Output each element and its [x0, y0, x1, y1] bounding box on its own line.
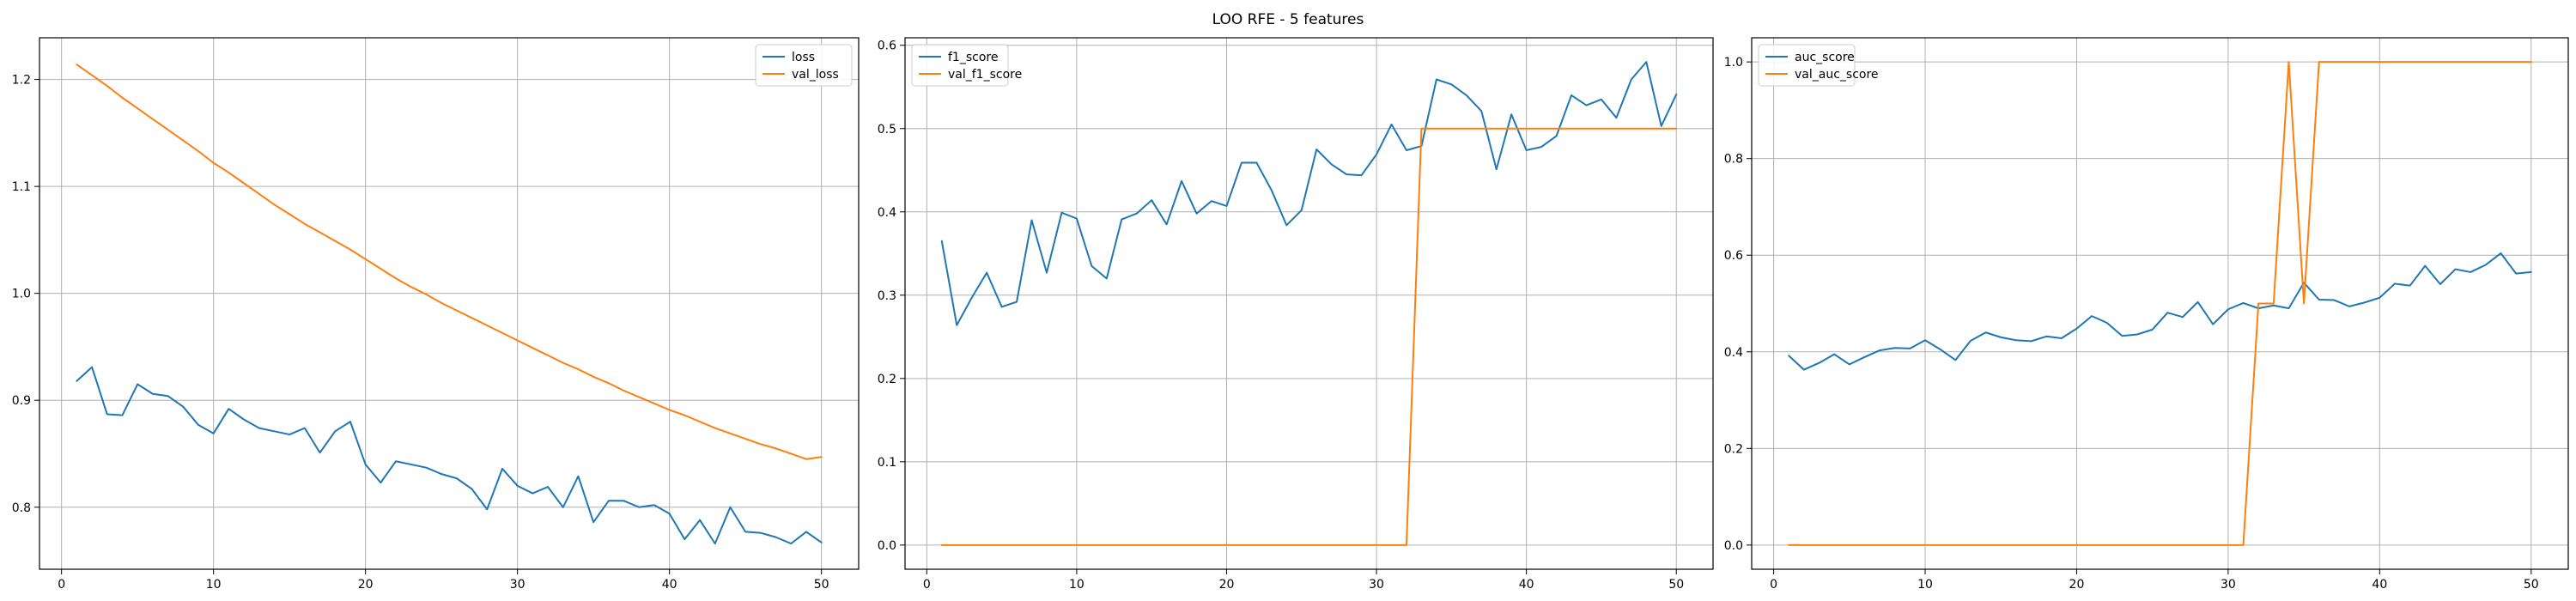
f1-legend-box [911, 44, 1009, 87]
loss-y-tick-label: 0.9 [12, 394, 31, 408]
f1-series-line-val-f1-score [940, 127, 1678, 546]
auc-legend-label-val-auc-score: val_auc_score [1795, 68, 1879, 82]
auc-legend-label-auc-score: auc_score [1795, 51, 1855, 64]
loss-series-line-loss [76, 366, 823, 545]
f1-x-tick-label: 10 [1069, 578, 1084, 592]
f1-y-tick-label: 0.6 [878, 39, 896, 53]
loss-x-tick-label: 50 [814, 578, 829, 592]
f1-y-tick-label: 0.3 [878, 289, 896, 303]
loss-y-tick-label: 1.1 [12, 180, 31, 194]
f1-x-tick-label: 30 [1369, 578, 1384, 592]
loss-x-tick-label: 10 [206, 578, 222, 592]
auc-y-tick-label: 0.0 [1724, 539, 1743, 553]
figure-title: LOO RFE - 5 features [1212, 11, 1364, 28]
auc-y-tick-label: 1.0 [1724, 56, 1743, 70]
f1-axes-frame [904, 37, 1714, 570]
f1-legend-label-val-f1-score: val_f1_score [948, 68, 1022, 82]
loss-x-tick-label: 40 [662, 578, 677, 592]
f1-series-line-f1-score [940, 61, 1678, 326]
f1-x-tick-label: 40 [1519, 578, 1534, 592]
loss-legend-label-val-loss: val_loss [792, 68, 839, 82]
auc-legend-box [1758, 44, 1856, 87]
auc-axes-frame [1751, 37, 2569, 570]
f1-score-subplot: 0 10 20 30 40 50 0.0 0.1 0.2 0.3 0.4 0.5 0.6 f1_score… [878, 37, 1714, 592]
auc-y-tick-label: 0.4 [1724, 346, 1743, 360]
loss-y-tick-label: 1.2 [12, 74, 31, 88]
f1-legend: f1_score val_f1_score [911, 44, 1022, 87]
loss-series-line-val-loss [76, 64, 823, 460]
loss-y-tick-label: 0.8 [12, 501, 31, 515]
auc-x-tick-label: 50 [2524, 578, 2539, 592]
f1-y-tick-label: 0.4 [878, 206, 896, 220]
f1-x-tick-label: 0 [923, 578, 931, 592]
loss-subplot: 0 10 20 30 40 50 0.8 0.9 1.0 1.1 1.2 loss val_loss [12, 37, 860, 592]
auc-x-tick-label: 40 [2372, 578, 2387, 592]
f1-y-tick-label: 0.1 [878, 456, 896, 470]
auc-score-subplot: 0 10 20 30 40 50 0.0 0.2 0.4 0.6 0.8 1.0 auc_scoreva… [1724, 37, 2569, 592]
auc-y-tick-label: 0.2 [1724, 442, 1743, 456]
auc-x-tick-label: 0 [1770, 578, 1777, 592]
loss-x-tick-label: 30 [510, 578, 526, 592]
f1-x-tick-label: 50 [1668, 578, 1684, 592]
f1-legend-label-f1-score: f1_score [948, 51, 998, 64]
loss-legend-box [755, 44, 853, 87]
loss-x-tick-label: 20 [358, 578, 374, 592]
auc-series-line-auc-score [1788, 252, 2532, 371]
auc-legend: auc_score val_auc_score [1758, 44, 1879, 87]
f1-x-tick-label: 20 [1219, 578, 1235, 592]
auc-x-tick-label: 10 [1917, 578, 1933, 592]
loss-legend-label-loss: loss [792, 51, 815, 64]
auc-x-tick-label: 30 [2221, 578, 2236, 592]
f1-y-tick-label: 0.0 [878, 539, 896, 553]
loss-x-tick-label: 0 [58, 578, 65, 592]
auc-y-tick-label: 0.8 [1724, 153, 1743, 167]
f1-y-tick-label: 0.2 [878, 373, 896, 386]
f1-y-tick-label: 0.5 [878, 123, 896, 137]
auc-x-tick-label: 20 [2069, 578, 2085, 592]
auc-series-line-val-auc-score [1788, 61, 2532, 546]
loss-axes-frame [39, 37, 860, 570]
loss-legend: loss val_loss [755, 44, 853, 87]
auc-y-tick-label: 0.6 [1724, 249, 1743, 263]
loss-y-tick-label: 1.0 [12, 288, 31, 301]
